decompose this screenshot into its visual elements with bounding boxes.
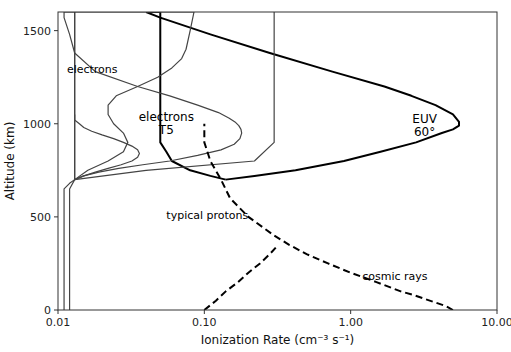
annotation: electronsT5 <box>139 110 194 137</box>
annotation: EUV60° <box>412 112 437 139</box>
plot-frame <box>58 12 497 310</box>
series-line <box>146 12 459 180</box>
series-line <box>70 12 75 310</box>
series-line <box>64 12 242 180</box>
plot-area <box>64 12 459 310</box>
y-tick <box>54 123 58 124</box>
series-line <box>75 114 140 179</box>
series-line <box>74 12 75 180</box>
background <box>0 0 511 352</box>
y-tick-label: 0 <box>44 304 51 317</box>
y-tick-label: 1500 <box>23 25 51 38</box>
y-tick <box>54 30 58 31</box>
y-tick-label: 500 <box>30 211 51 224</box>
x-axis-label: Ionization Rate (cm⁻³ s⁻¹) <box>201 333 355 347</box>
x-tick <box>497 310 498 314</box>
x-tick <box>350 310 351 314</box>
y-tick <box>54 310 58 311</box>
series-line <box>204 245 278 310</box>
annotation: electrons <box>67 63 118 76</box>
chart: 0.01 0.10 1.00 10.00 0 500 1000 1500 Ionization … <box>0 0 511 352</box>
x-tick <box>204 310 205 314</box>
series-line <box>64 12 274 310</box>
y-axis-label: Altitude (km) <box>3 122 17 201</box>
annotation: cosmic rays <box>362 270 428 283</box>
y-tick <box>54 216 58 217</box>
x-tick-label: 0.01 <box>46 316 71 329</box>
y-tick-label: 1000 <box>23 118 51 131</box>
x-tick-label: 0.10 <box>192 316 217 329</box>
x-tick-label: 10.00 <box>481 316 511 329</box>
annotation: typical protons <box>166 209 248 222</box>
x-tick <box>58 310 59 314</box>
series-line <box>75 12 194 180</box>
x-tick-label: 1.00 <box>338 316 363 329</box>
